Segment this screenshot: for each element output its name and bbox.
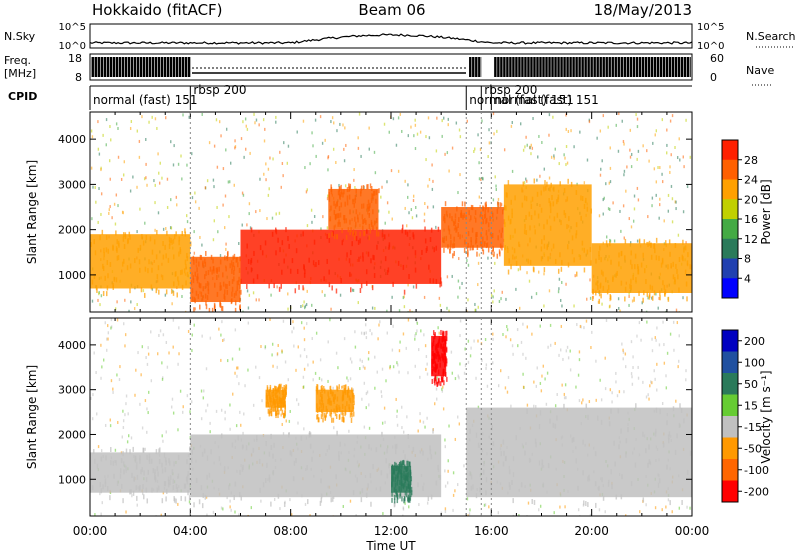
freq-left-tick-bottom: 8 (75, 71, 82, 84)
y-tick-label: 2000 (58, 224, 86, 237)
colorbar-segment (722, 159, 738, 180)
station-title: Hokkaido (fitACF) (92, 1, 223, 19)
x-axis: 00:00 04:00 08:00 12:00 16:00 20:00 00:00 (73, 524, 710, 538)
frequency-block (493, 57, 691, 77)
power-region (503, 184, 592, 266)
cpid-mode-label: rbsp 200 (484, 83, 537, 97)
colorbar-tick-label: 200 (744, 335, 765, 348)
power-panel: 1000 2000 3000 4000 Slant Range [km] (25, 111, 693, 313)
freq-right-tick-bottom: 0 (710, 71, 717, 84)
noise-left-tick-top: 10^5 (59, 22, 86, 33)
noise-left-label: N.Sky (4, 30, 36, 43)
y-tick-label: 2000 (58, 428, 86, 441)
freq-left-tick-top: 18 (68, 52, 82, 65)
colorbar-tick-label: 4 (744, 272, 751, 285)
y-tick-label: 3000 (58, 384, 86, 397)
colorbar-tick-label: 15 (744, 399, 758, 412)
x-tick-label: 00:00 (675, 524, 710, 538)
colorbar-tick-label: -15 (744, 421, 762, 434)
colorbar-segment (722, 459, 738, 481)
power-region (328, 188, 379, 230)
x-tick-label: 04:00 (173, 524, 208, 538)
colorbar-segment (722, 179, 738, 200)
colorbar-segment (722, 278, 738, 299)
freq-right-label: Nave (746, 64, 774, 77)
colorbar-tick-label: 12 (744, 233, 758, 246)
cpid-mode-label: rbsp 200 (193, 83, 246, 97)
colorbar-tick-label: -50 (744, 442, 762, 455)
noise-panel: N.Sky 10^5 10^0 10^5 10^0 N.Search (4, 22, 796, 52)
cpid-mode-label: normal (fast) 151 (494, 93, 598, 107)
frequency-block (91, 57, 191, 77)
colorbar-tick-label: 50 (744, 378, 758, 391)
colorbar-tick-label: 100 (744, 356, 765, 369)
y-tick-label: 4000 (58, 133, 86, 146)
colorbar-segment (722, 238, 738, 259)
power-colorbar: 28 24 20 16 12 8 4 (721, 139, 758, 299)
colorbar-segment (722, 140, 738, 161)
colorbar-tick-label: -100 (744, 464, 769, 477)
power-region (591, 243, 692, 293)
y-tick-label: 4000 (58, 339, 86, 352)
colorbar-segment (722, 394, 738, 417)
colorbar-segment (722, 199, 738, 220)
velocity-colorbar: 200 100 50 15 -15 -50 -100 -200 (721, 329, 769, 503)
cpid-label: CPID (8, 90, 37, 103)
cpid-mode-label: normal (fast) 151 (469, 93, 573, 107)
colorbar-segment (722, 258, 738, 279)
colorbar-segment (722, 351, 738, 374)
x-tick-label: 20:00 (574, 524, 609, 538)
colorbar-segment (722, 416, 738, 438)
velocity-panel: 1000 2000 3000 4000 Slant Range [km] (25, 317, 693, 517)
date-title: 18/May/2013 (594, 1, 692, 19)
power-region (240, 229, 442, 284)
freq-right-tick-top: 60 (710, 52, 724, 65)
x-tick-label: 00:00 (73, 524, 108, 538)
frequency-panel: Freq. [MHz] 18 8 60 0 Nave (4, 52, 774, 86)
noise-right-tick-bottom: 10^0 (697, 41, 724, 52)
colorbar-tick-label: -200 (744, 485, 769, 498)
freq-left-label-line1: Freq. (4, 54, 31, 67)
noise-left-tick-bottom: 10^0 (59, 41, 86, 52)
colorbar-tick-label: 24 (744, 174, 758, 187)
power-ylabel: Slant Range [km] (25, 160, 39, 264)
x-tick-label: 08:00 (273, 524, 308, 538)
colorbar-tick-label: 8 (744, 253, 751, 266)
x-axis-label: Time UT (365, 539, 416, 553)
freq-left-label-line2: [MHz] (4, 67, 36, 80)
colorbar-tick-label: 28 (744, 154, 758, 167)
velocity-ylabel: Slant Range [km] (25, 365, 39, 469)
colorbar-segment (722, 219, 738, 240)
colorbar-tick-label: 20 (744, 193, 758, 206)
cpid-mode-label: normal (fast) 151 (93, 93, 197, 107)
noise-right-label: N.Search (746, 30, 796, 43)
noise-sky-line (89, 33, 693, 45)
x-tick-label: 16:00 (474, 524, 509, 538)
y-tick-label: 1000 (58, 473, 86, 486)
beam-title: Beam 06 (358, 1, 425, 19)
y-tick-label: 3000 (58, 178, 86, 191)
colorbar-tick-label: 16 (744, 213, 758, 226)
x-tick-label: 12:00 (374, 524, 409, 538)
colorbar-segment (722, 437, 738, 460)
frequency-bars (90, 57, 691, 77)
colorbar-segment (722, 373, 738, 395)
noise-right-tick-top: 10^5 (697, 22, 724, 33)
colorbar-segment (722, 480, 738, 503)
velocity-colorbar-label: Velocity [m s⁻¹] (759, 370, 773, 463)
y-tick-label: 1000 (58, 269, 86, 282)
power-colorbar-label: Power [dB] (759, 179, 773, 244)
colorbar-segment (722, 330, 738, 352)
